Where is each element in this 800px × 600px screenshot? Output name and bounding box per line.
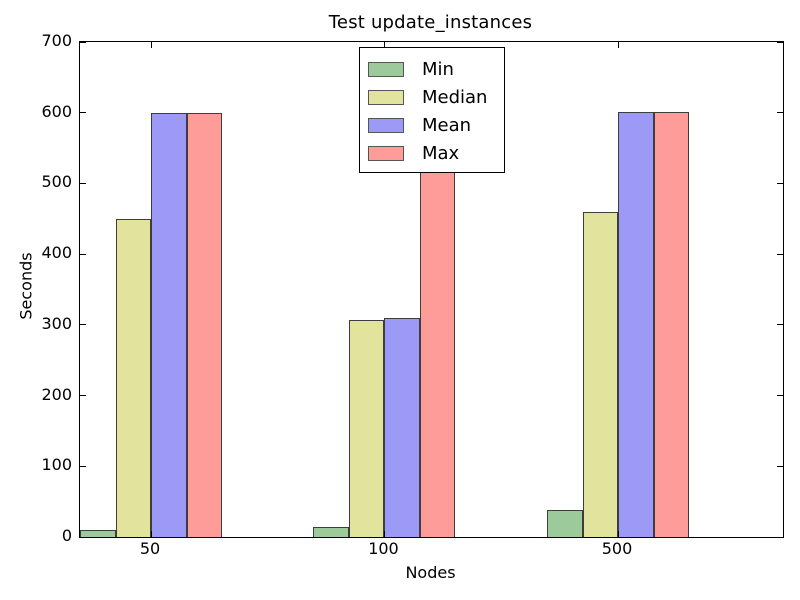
y-tick-mark	[80, 324, 86, 326]
bar-median-100	[348, 319, 385, 537]
legend-item: Min	[360, 55, 504, 83]
legend-item: Mean	[360, 111, 504, 139]
legend-item: Median	[360, 83, 504, 111]
y-tick-label: 500	[41, 172, 72, 192]
y-tick-mark	[80, 536, 86, 538]
x-tick-label: 50	[139, 539, 161, 558]
y-tick-mark	[80, 182, 86, 184]
x-tick-mark	[383, 531, 385, 537]
x-tick-mark	[150, 531, 152, 537]
y-tick-mark	[777, 41, 783, 43]
bar-mean-50	[151, 113, 187, 537]
legend-label: Min	[422, 58, 454, 80]
y-tick-label: 400	[41, 243, 72, 263]
legend-label: Max	[422, 142, 460, 164]
bar-mean-500	[618, 112, 654, 537]
y-tick-mark	[80, 395, 86, 397]
y-tick-mark	[80, 465, 86, 467]
x-tick-label: 500	[601, 539, 633, 558]
y-tick-mark	[777, 112, 783, 114]
plot-area: Min Median Mean Max	[79, 41, 784, 538]
bar-min-50	[80, 529, 116, 537]
y-tick-label: 100	[41, 455, 72, 475]
bar-max-50	[186, 113, 222, 537]
y-tick-label: 600	[41, 101, 72, 121]
legend-swatch	[368, 61, 404, 77]
y-tick-label: 700	[41, 31, 72, 50]
y-tick-mark	[80, 41, 86, 43]
legend-item: Max	[360, 139, 504, 167]
legend-swatch	[368, 117, 404, 133]
bar-max-100	[419, 112, 456, 537]
x-axis-label: Nodes	[405, 563, 456, 582]
legend-label: Median	[422, 86, 488, 108]
y-tick-label: 0	[61, 526, 72, 545]
x-tick-mark	[617, 531, 619, 537]
x-tick-mark	[383, 42, 385, 48]
legend: Min Median Mean Max	[359, 47, 505, 173]
legend-swatch	[368, 89, 404, 105]
y-tick-mark	[777, 324, 783, 326]
bar-min-500	[547, 510, 583, 537]
y-tick-mark	[777, 465, 783, 467]
legend-swatch	[368, 145, 404, 161]
x-tick-mark	[617, 42, 619, 48]
bar-min-100	[313, 527, 349, 537]
bar-median-50	[115, 218, 151, 537]
y-tick-mark	[777, 395, 783, 397]
y-tick-mark	[80, 112, 86, 114]
y-axis-label: Seconds	[16, 252, 36, 320]
y-tick-label: 300	[41, 313, 72, 333]
y-tick-label: 200	[41, 384, 72, 404]
bar-mean-100	[384, 317, 420, 537]
y-tick-mark	[777, 253, 783, 255]
y-tick-mark	[80, 253, 86, 255]
y-tick-mark	[777, 536, 783, 538]
x-tick-mark	[150, 42, 152, 48]
x-tick-label: 100	[368, 539, 399, 558]
chart-title: Test update_instances	[328, 12, 533, 33]
y-tick-mark	[777, 182, 783, 184]
bar-median-500	[582, 211, 618, 537]
legend-label: Mean	[422, 114, 472, 136]
bar-max-500	[653, 112, 689, 537]
